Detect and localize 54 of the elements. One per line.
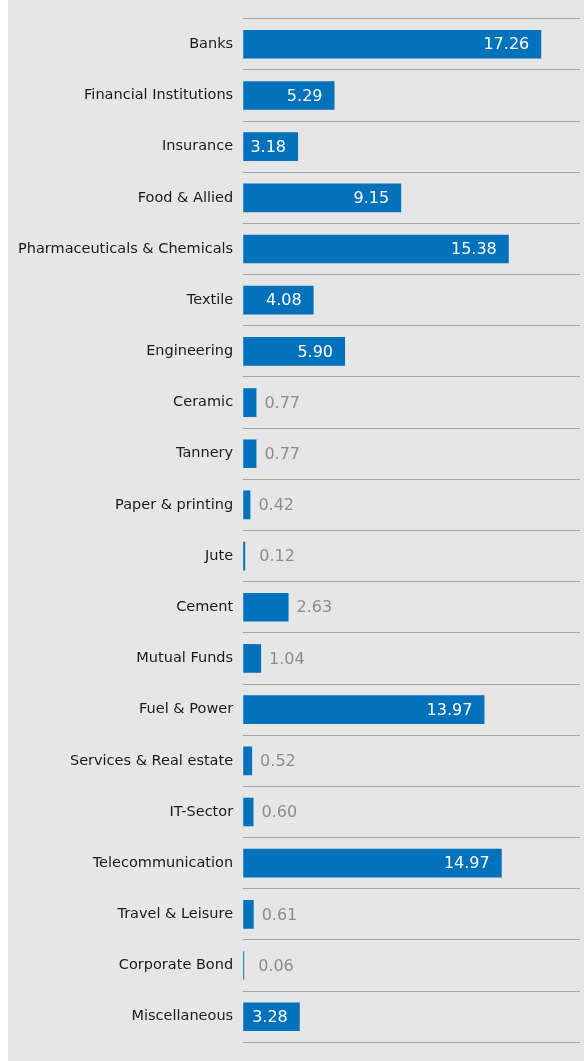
- data-label: 2.63: [296, 597, 333, 617]
- bar: [243, 388, 257, 417]
- data-label: 15.38: [450, 239, 497, 259]
- data-label: 0.42: [258, 495, 295, 515]
- data-label: 1.04: [269, 648, 305, 668]
- data-label: 0.77: [264, 443, 301, 463]
- y-tick-label: Corporate Bond: [118, 956, 234, 973]
- data-label: 14.97: [443, 853, 490, 873]
- y-tick-label: Financial Institutions: [84, 86, 234, 103]
- data-label: 9.15: [353, 187, 390, 207]
- data-label: 0.12: [259, 546, 295, 566]
- y-tick-label: Cement: [176, 598, 234, 615]
- data-label: 0.52: [260, 750, 296, 770]
- y-tick-label: Insurance: [161, 137, 234, 154]
- data-label: 0.61: [261, 904, 298, 924]
- data-label: 0.77: [264, 392, 301, 412]
- y-tick-label: Engineering: [146, 342, 234, 359]
- data-label: 3.18: [250, 136, 287, 156]
- bar: [243, 848, 502, 878]
- y-tick-label: Food & Allied: [137, 188, 234, 205]
- data-label: 5.90: [297, 341, 334, 361]
- y-tick-label: Telecommunication: [91, 853, 234, 870]
- bar: [243, 29, 542, 59]
- data-label: 13.97: [426, 699, 473, 719]
- bar: [243, 285, 314, 315]
- data-label: 0.60: [261, 802, 298, 822]
- bar: [243, 337, 346, 366]
- y-tick-label: Tannery: [174, 444, 234, 461]
- y-tick-label: Services & Real estate: [69, 751, 234, 768]
- y-tick-label: Jute: [204, 546, 234, 563]
- y-tick-label: Paper & printing: [115, 495, 234, 512]
- data-label: 0.06: [258, 955, 294, 975]
- y-tick-label: Fuel & Power: [139, 700, 234, 717]
- bar: [243, 900, 254, 929]
- bar: [243, 592, 289, 622]
- bar: [243, 81, 335, 110]
- bar: [243, 644, 262, 673]
- y-tick-label: Ceramic: [173, 393, 234, 410]
- bar: [243, 695, 485, 724]
- y-tick-label: Banks: [189, 35, 234, 52]
- y-tick-label: IT-Sector: [169, 802, 234, 819]
- data-label: 4.08: [265, 290, 302, 310]
- bar: [243, 234, 509, 264]
- data-label: 5.29: [286, 85, 323, 105]
- y-tick-label: Travel & Leisure: [116, 905, 234, 922]
- y-tick-label: Mutual Funds: [136, 649, 234, 666]
- data-label: 3.28: [252, 1006, 288, 1026]
- y-tick-label: Miscellaneous: [131, 1007, 234, 1024]
- y-tick-label: Textile: [185, 290, 234, 307]
- y-tick-label: Pharmaceuticals & Chemicals: [17, 239, 234, 256]
- bar: [243, 439, 257, 469]
- bar: [243, 183, 402, 213]
- bar: [243, 746, 253, 776]
- data-label: 17.26: [483, 34, 530, 54]
